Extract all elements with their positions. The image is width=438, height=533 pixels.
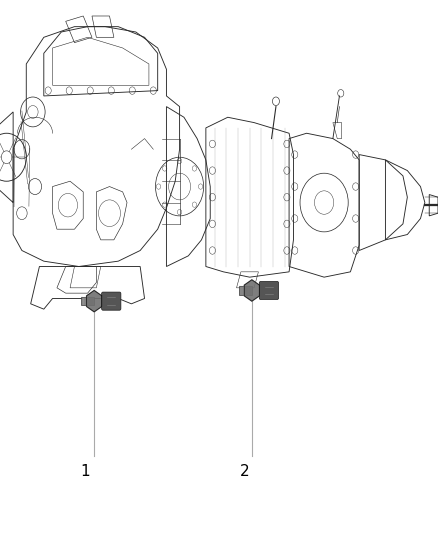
FancyBboxPatch shape (259, 281, 279, 300)
Text: 2: 2 (240, 464, 249, 479)
Bar (239, 286, 252, 295)
Polygon shape (244, 280, 259, 301)
Bar (81, 297, 94, 305)
Polygon shape (87, 290, 102, 312)
Text: 1: 1 (81, 464, 90, 479)
FancyBboxPatch shape (102, 292, 121, 310)
